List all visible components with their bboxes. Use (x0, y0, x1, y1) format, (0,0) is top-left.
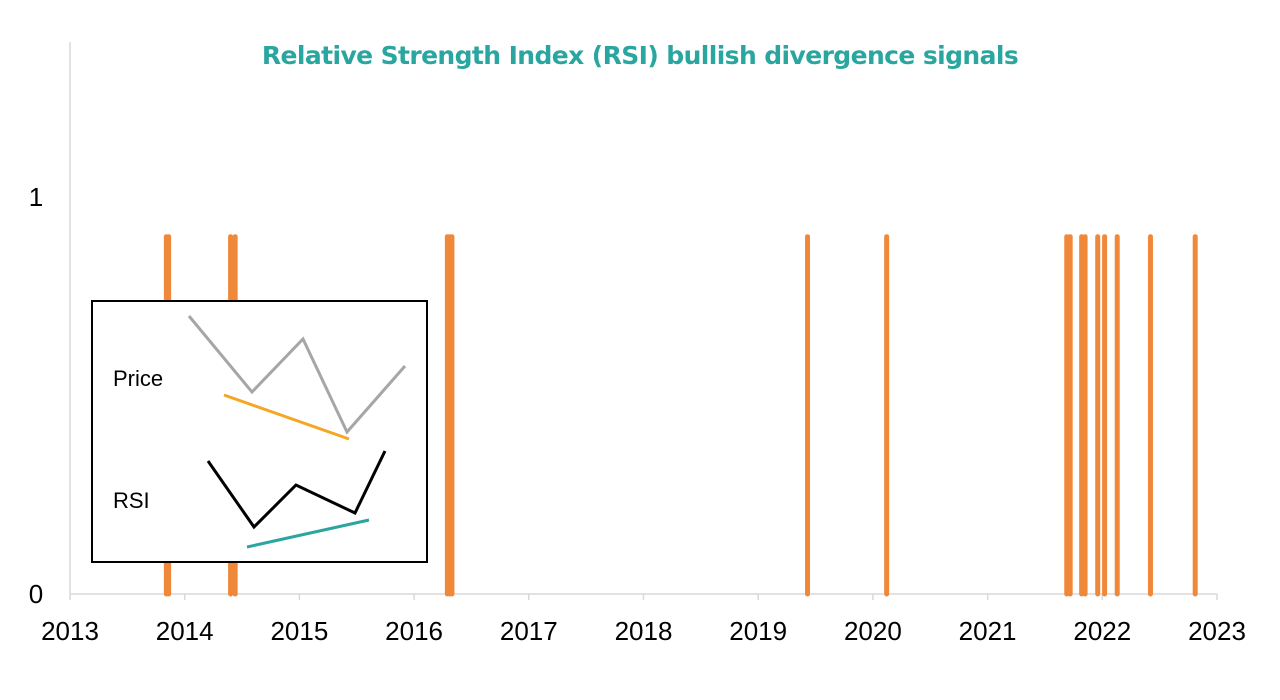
inset-price-trend-line (223, 393, 350, 441)
inset-price-line (187, 315, 407, 435)
x-tick-label: 2015 (270, 616, 328, 646)
x-tick-marks (69, 594, 1218, 600)
x-tick-label: 2020 (844, 616, 902, 646)
x-tick-label: 2014 (156, 616, 214, 646)
inset-rsi-trend-line (246, 518, 370, 549)
x-tick-label: 2022 (1073, 616, 1131, 646)
x-tick-label: 2016 (385, 616, 443, 646)
x-tick-label: 2023 (1188, 616, 1246, 646)
x-tick-label: 2017 (500, 616, 558, 646)
x-tick-label: 2013 (41, 616, 99, 646)
inset-rsi-label: RSI (113, 488, 150, 513)
y-tick-labels: 01 (29, 182, 43, 609)
inset-legend: Price RSI (91, 300, 428, 563)
x-tick-labels: 2013 2014 2015 2016 2017 2018 2019 2020 2021 2022… (41, 616, 1246, 646)
chart-title: Relative Strength Index (RSI) bullish di… (262, 41, 1018, 70)
y-tick-label: 1 (29, 182, 43, 212)
x-tick-label: 2021 (959, 616, 1017, 646)
x-tick-label: 2019 (729, 616, 787, 646)
inset-rsi-line (206, 450, 387, 530)
inset-price-label: Price (113, 366, 163, 391)
y-tick-label: 0 (29, 579, 43, 609)
x-tick-label: 2018 (615, 616, 673, 646)
inset-box (91, 300, 428, 563)
